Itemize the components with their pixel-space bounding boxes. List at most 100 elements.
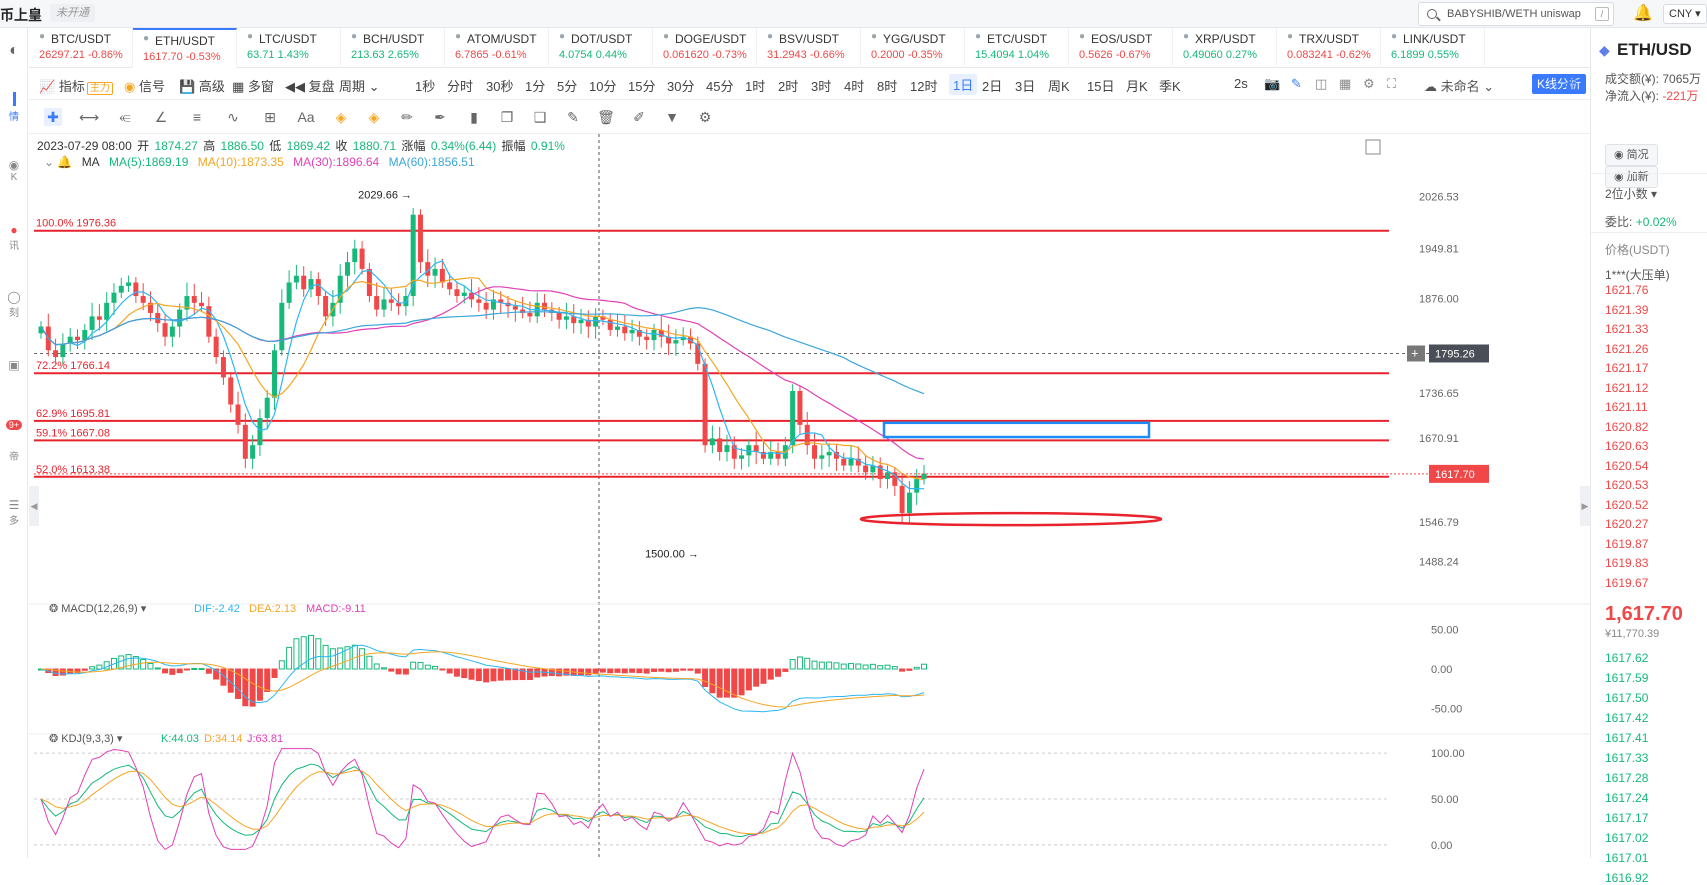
add-button[interactable]: ◉ 加新 — [1605, 166, 1658, 188]
bid-price[interactable]: 1617.50 — [1605, 691, 1649, 705]
trend-tool-icon[interactable]: ⥺ — [119, 109, 131, 125]
bid-price[interactable]: 1617.33 — [1605, 751, 1649, 765]
ask-price[interactable]: 1620.27 — [1605, 517, 1649, 531]
ruler-icon[interactable]: ✏ — [401, 109, 413, 125]
ticker-tab[interactable]: DOT/USDT 4.0754 0.44% — [549, 28, 653, 68]
edit-icon[interactable]: ✎ — [567, 109, 579, 125]
bid-price[interactable]: 1617.17 — [1605, 811, 1649, 825]
ask-price[interactable]: 1619.83 — [1605, 556, 1649, 570]
interval-option[interactable]: 5分 — [557, 79, 578, 94]
ask-price[interactable]: 1620.53 — [1605, 478, 1649, 492]
not-open-badge[interactable]: 未开通 — [50, 4, 95, 22]
bell-icon[interactable]: 🔔 — [1633, 5, 1653, 22]
ask-price[interactable]: 1621.12 — [1605, 380, 1649, 395]
bid-price[interactable]: 1617.28 — [1605, 771, 1649, 785]
rail-item-more[interactable]: ☰ 多 — [8, 498, 20, 527]
multi-window-button[interactable]: ▦ 多窗 — [232, 79, 274, 94]
ask-price[interactable]: 1621.17 — [1605, 361, 1649, 375]
grid-icon[interactable]: ▦ — [1339, 76, 1352, 91]
layout-icon[interactable]: ◫ — [1315, 76, 1328, 91]
line-tool-icon[interactable]: ⟷ — [79, 109, 100, 125]
interval-option[interactable]: 季K — [1159, 79, 1181, 94]
camera-icon[interactable]: 📷 — [1264, 76, 1281, 91]
rail-item-emperor[interactable]: 帝 — [9, 452, 19, 463]
interval-option[interactable]: 1日 — [949, 74, 978, 95]
ma-legend[interactable]: ⌄ 🔔 MA MA(5):1869.19 MA(10):1873.35 MA(3… — [44, 155, 475, 169]
magnet-icon[interactable]: ◈ — [335, 109, 347, 125]
ticker-tab[interactable]: EOS/USDT 0.5626 -0.67% — [1069, 28, 1173, 68]
collapse-left-handle[interactable]: ◀ — [29, 486, 39, 526]
interval-option[interactable]: 2日 — [982, 79, 1003, 94]
ticker-tab[interactable]: DOGE/USDT 0.061620 -0.73% — [653, 28, 757, 68]
rail-logo-icon[interactable]: ◐ — [9, 42, 19, 59]
rail-item-notify[interactable]: 9+ — [0, 420, 28, 431]
interval-option[interactable]: 30分 — [667, 79, 695, 94]
interval-option[interactable]: 30秒 — [486, 79, 514, 94]
brief-button[interactable]: ◉ 简况 — [1605, 144, 1658, 166]
bid-price[interactable]: 1617.62 — [1605, 651, 1649, 665]
rail-item-news[interactable]: ● 讯 — [9, 223, 19, 252]
bid-price[interactable]: 1617.42 — [1605, 711, 1649, 725]
interval-option[interactable]: 分时 — [447, 79, 474, 94]
replay-button[interactable]: ◀◀ 复盘 — [285, 79, 335, 94]
interval-option[interactable]: 15分 — [628, 79, 656, 94]
ask-price[interactable]: 1620.63 — [1605, 439, 1649, 453]
gear-icon[interactable]: ⚙ — [1363, 76, 1375, 91]
interval-option[interactable]: 8时 — [877, 79, 898, 94]
share-icon[interactable]: ☍ — [1564, 76, 1578, 91]
shape-tool-icon[interactable]: ⊞ — [264, 109, 276, 125]
interval-option[interactable]: 4时 — [844, 79, 865, 94]
copy-icon[interactable]: ❐ — [500, 109, 514, 125]
signal-button[interactable]: ◉ 信号 — [124, 79, 165, 94]
bid-price[interactable]: 1617.59 — [1605, 671, 1649, 685]
interval-option[interactable]: 1秒 — [415, 79, 436, 94]
ask-price[interactable]: 1620.54 — [1605, 458, 1649, 473]
interval-option[interactable]: 12时 — [910, 79, 938, 94]
rail-item-market[interactable]: 情 — [0, 92, 28, 123]
ticker-tab[interactable]: BCH/USDT 213.63 2.65% — [341, 28, 445, 68]
ticker-tab[interactable]: LINK/USDT 6.1899 0.55% — [1381, 28, 1485, 68]
ask-price[interactable]: 1621.39 — [1605, 302, 1649, 317]
rail-item-k[interactable]: ◉ K — [8, 158, 20, 183]
decimals-dropdown[interactable]: 2位小数 ▾ — [1605, 187, 1658, 201]
ask-price[interactable]: 1619.87 — [1605, 536, 1649, 551]
ask-price[interactable]: 1621.33 — [1605, 322, 1649, 336]
interval-option[interactable]: 3日 — [1015, 79, 1036, 94]
collapse-right-handle[interactable]: ▶ — [1580, 486, 1590, 526]
interval-option[interactable]: 10分 — [589, 79, 617, 94]
channel-tool-icon[interactable]: ≡ — [192, 109, 202, 125]
ask-price[interactable]: 1620.52 — [1605, 497, 1649, 512]
wave-tool-icon[interactable]: ∿ — [227, 109, 239, 125]
ticker-tab[interactable]: LTC/USDT 63.71 1.43% — [237, 28, 341, 68]
bid-price[interactable]: 1617.41 — [1605, 731, 1649, 745]
filter-icon[interactable]: ▼ — [665, 109, 679, 125]
attach-icon[interactable]: ✐ — [633, 109, 645, 125]
interval-option[interactable]: 1分 — [525, 79, 546, 94]
rail-item-5[interactable]: ▣ — [8, 358, 20, 372]
ask-price[interactable]: 1621.76 — [1605, 283, 1649, 297]
ticker-tab[interactable]: ETH/USDT 1617.70 -0.53% — [133, 28, 237, 68]
crosshair-tool-icon[interactable]: ✚ — [44, 108, 62, 126]
ask-price[interactable]: 1620.82 — [1605, 419, 1649, 434]
k-analysis-button[interactable]: K线分析 — [1532, 74, 1587, 94]
period-dropdown[interactable]: 周期 ⌄ — [339, 79, 380, 94]
angle-tool-icon[interactable]: ∠ — [154, 109, 168, 125]
bid-price[interactable]: 1617.02 — [1605, 831, 1649, 845]
interval-option[interactable]: 月K — [1126, 79, 1148, 94]
bid-price[interactable]: 1617.24 — [1605, 791, 1649, 805]
brush-icon[interactable]: ✒ — [434, 109, 446, 125]
ticker-tab[interactable]: YGG/USDT 0.2000 -0.35% — [861, 28, 965, 68]
fullscreen-icon[interactable]: ⛶ — [1387, 76, 1397, 91]
candle-tool-icon[interactable]: ▮ — [470, 109, 478, 125]
interval-option[interactable]: 3时 — [811, 79, 832, 94]
price-chart[interactable]: 2026.53 1949.81 1876.00 1736.65 1670.91 1546.… — [29, 134, 1590, 858]
pen-icon[interactable]: ✎ — [1291, 76, 1302, 91]
clone-icon[interactable]: ❑ — [533, 109, 547, 125]
bid-price[interactable]: 1617.01 — [1605, 851, 1649, 865]
settings-draw-icon[interactable]: ⚙ — [698, 109, 712, 125]
interval-option[interactable]: 1时 — [745, 79, 766, 94]
search-input[interactable]: BABYSHIB/WETH uniswap / — [1418, 2, 1614, 26]
bid-price[interactable]: 1616.92 — [1605, 871, 1649, 885]
ask-price[interactable]: 1619.67 — [1605, 575, 1649, 590]
indicator-button[interactable]: 📈 指标 主力 — [39, 76, 113, 95]
